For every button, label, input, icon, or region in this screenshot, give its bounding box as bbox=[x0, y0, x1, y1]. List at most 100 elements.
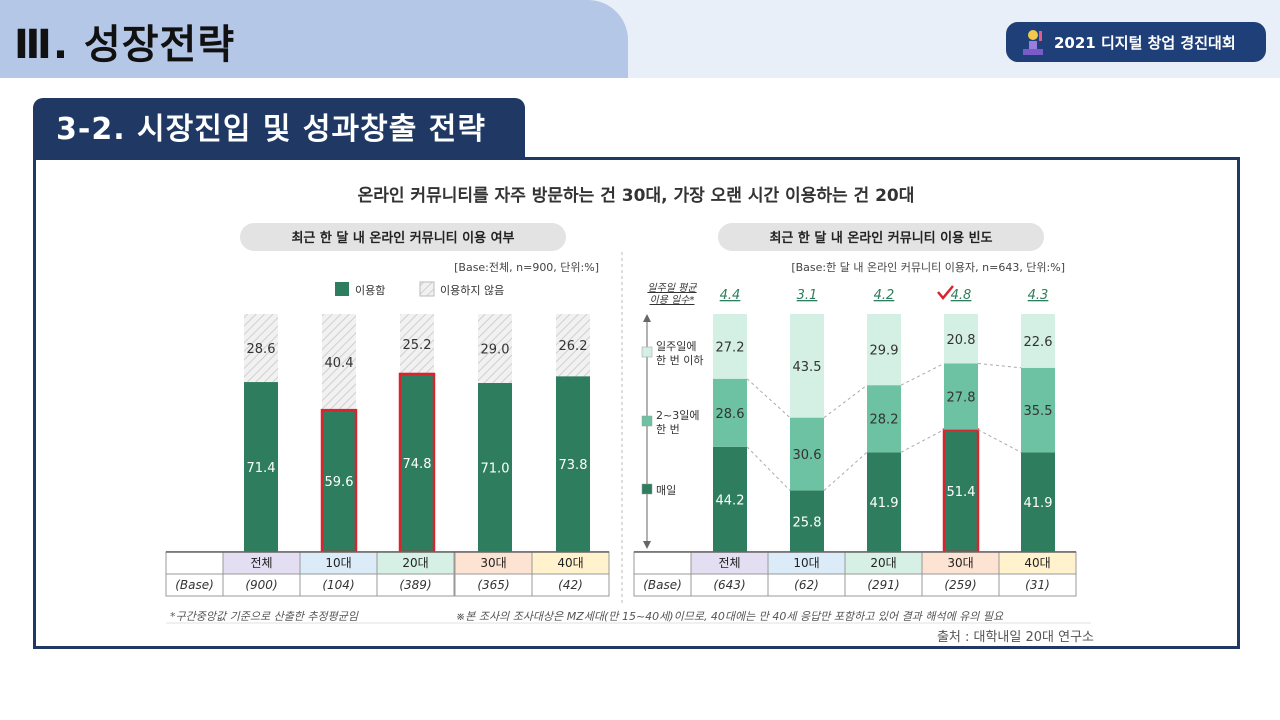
base-count-label: (365) bbox=[477, 578, 509, 592]
category-label: 20대 bbox=[870, 556, 896, 570]
bar-used bbox=[244, 382, 278, 552]
bar-segment bbox=[867, 452, 901, 552]
figure-title: 온라인 커뮤니티를 자주 방문하는 건 30대, 가장 오랜 시간 이용하는 건… bbox=[358, 186, 915, 206]
category-label: 전체 bbox=[250, 556, 272, 570]
avg-days-value: 4.3 bbox=[1028, 288, 1049, 303]
connector-line bbox=[823, 451, 868, 491]
base-count-label: (643) bbox=[713, 578, 745, 592]
checkmark-icon bbox=[937, 285, 954, 300]
value-label-frequency: 41.9 bbox=[1024, 496, 1053, 511]
right-base-note: [Base:한 달 내 온라인 커뮤니티 이용자, n=643, 단위:%] bbox=[791, 261, 1065, 274]
bar-segment bbox=[1021, 367, 1055, 453]
value-label-frequency: 28.6 bbox=[716, 407, 745, 422]
value-label-frequency: 27.8 bbox=[947, 391, 976, 406]
bar-segment bbox=[1021, 452, 1055, 552]
base-count-label: (104) bbox=[322, 578, 354, 592]
value-label-used: 73.8 bbox=[559, 458, 588, 473]
bar-segment bbox=[944, 363, 978, 430]
right-chart-subtitle-bg bbox=[718, 223, 1044, 251]
bar-used bbox=[478, 383, 512, 552]
value-label-used: 74.8 bbox=[403, 457, 432, 472]
connector-line bbox=[900, 429, 945, 453]
footnote-left: *구간중앙값 기준으로 산출한 추정평균임 bbox=[170, 610, 359, 623]
right-chart-subtitle: 최근 한 달 내 온라인 커뮤니티 이용 빈도 bbox=[769, 230, 992, 246]
bar-segment bbox=[790, 314, 824, 418]
avg-days-label: 일주일 평균 bbox=[647, 282, 697, 294]
bar-segment bbox=[1021, 314, 1055, 368]
connector-line bbox=[977, 363, 1022, 369]
legend-swatch-not-used bbox=[419, 281, 435, 297]
section-title: 3-2. 시장진입 및 성과창출 전략 bbox=[56, 112, 486, 147]
base-count-label: (31) bbox=[1025, 578, 1050, 592]
value-label-not-used: 29.0 bbox=[481, 343, 510, 358]
legend-label-frequency: 일주일에 bbox=[656, 339, 696, 353]
table-base-cell bbox=[376, 573, 455, 597]
table-base-cell bbox=[998, 573, 1077, 597]
value-label-frequency: 25.8 bbox=[793, 515, 822, 530]
value-label-used: 59.6 bbox=[325, 475, 354, 490]
bar-segment bbox=[790, 490, 824, 552]
value-label-frequency: 41.9 bbox=[870, 496, 899, 511]
connector-line bbox=[746, 378, 791, 419]
left-chart-subtitle: 최근 한 달 내 온라인 커뮤니티 이용 여부 bbox=[291, 230, 514, 246]
table-base-label: (Base) bbox=[175, 578, 214, 592]
legend-swatch-frequency bbox=[641, 483, 653, 495]
value-label-not-used: 28.6 bbox=[247, 342, 276, 357]
category-label: 10대 bbox=[325, 556, 351, 570]
event-badge: 2021 디지털 창업 경진대회 bbox=[1006, 22, 1266, 62]
category-label: 40대 bbox=[557, 556, 583, 570]
bar-not-used bbox=[478, 314, 512, 384]
section-tab bbox=[33, 98, 525, 158]
avg-days-value: 4.2 bbox=[874, 288, 895, 303]
avg-days-label: 이용 일수* bbox=[650, 294, 695, 306]
base-count-label: (62) bbox=[794, 578, 819, 592]
table-corner-cell bbox=[633, 551, 692, 575]
bar-used bbox=[556, 376, 590, 552]
value-label-frequency: 27.2 bbox=[716, 340, 745, 355]
avg-days-value: 3.1 bbox=[797, 288, 818, 303]
axis-arrow-down-icon bbox=[643, 541, 651, 549]
value-label-used: 71.4 bbox=[247, 461, 276, 476]
legend-label-frequency: 한 번 이하 bbox=[656, 353, 703, 367]
footnote-right: ※본 조사의 조사대상은 MZ세대(만 15~40세)이므로, 40대에는 만 … bbox=[456, 610, 1004, 623]
bar-segment bbox=[944, 314, 978, 364]
avg-days-value: 4.8 bbox=[951, 288, 972, 303]
base-count-label: (389) bbox=[399, 578, 431, 592]
base-count-label: (42) bbox=[558, 578, 583, 592]
connector-line bbox=[746, 446, 791, 491]
page-title: Ⅲ. 성장전략 bbox=[14, 22, 236, 68]
left-base-note: [Base:전체, n=900, 단위:%] bbox=[454, 261, 599, 274]
event-badge-label: 2021 디지털 창업 경진대회 bbox=[1054, 33, 1236, 52]
legend-label-not-used: 이용하지 않음 bbox=[440, 283, 504, 297]
bar-not-used bbox=[556, 314, 590, 377]
value-label-not-used: 26.2 bbox=[559, 339, 588, 354]
bar-segment bbox=[713, 446, 747, 552]
base-count-label: (259) bbox=[944, 578, 976, 592]
trophy-figure-icon bbox=[1023, 30, 1043, 55]
bar-not-used bbox=[322, 314, 356, 411]
legend-swatch-frequency bbox=[641, 346, 653, 358]
table-base-label: (Base) bbox=[643, 578, 682, 592]
value-label-frequency: 51.4 bbox=[947, 485, 976, 500]
value-label-frequency: 22.6 bbox=[1024, 335, 1053, 350]
bar-segment bbox=[867, 385, 901, 453]
bar-not-used bbox=[400, 314, 434, 374]
left-chart-subtitle-bg bbox=[240, 223, 566, 251]
category-label: 30대 bbox=[947, 556, 973, 570]
value-label-used: 71.0 bbox=[481, 462, 510, 477]
value-label-frequency: 35.5 bbox=[1024, 404, 1053, 419]
bar-used bbox=[320, 408, 358, 554]
value-label-not-used: 40.4 bbox=[325, 356, 354, 371]
chart-figure: 온라인 커뮤니티를 자주 방문하는 건 30대, 가장 오랜 시간 이용하는 건… bbox=[165, 186, 1094, 645]
bar-segment bbox=[942, 428, 980, 554]
bar-segment bbox=[867, 314, 901, 386]
category-label: 20대 bbox=[402, 556, 428, 570]
value-label-not-used: 25.2 bbox=[403, 338, 432, 353]
bar-not-used bbox=[244, 314, 278, 383]
connector-line bbox=[823, 384, 868, 419]
legend-label-frequency: 매일 bbox=[656, 483, 676, 497]
legend-label-frequency: 2~3일에 bbox=[656, 408, 699, 422]
connector-line bbox=[977, 429, 1022, 453]
category-label: 전체 bbox=[718, 556, 740, 570]
connector-line bbox=[900, 363, 945, 386]
